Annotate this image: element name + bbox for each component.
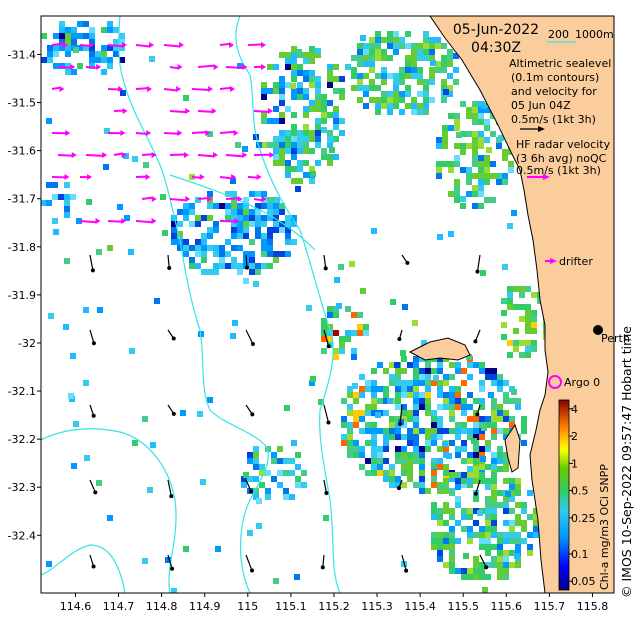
- colorbar-title: Chl-a mg/m3 OCi SNPP: [598, 464, 611, 590]
- y-tick-label: -32.4: [8, 529, 36, 542]
- perth-marker: [593, 325, 603, 335]
- drifter-label: drifter: [559, 255, 593, 268]
- altimetry-scale-arrowhead: [538, 126, 545, 132]
- copyright-caption: © IMOS 10-Sep-2022 09:57:47 Hobart time: [619, 326, 634, 598]
- colorbar-ticks: 4 2 1 0.5 0.25 0.1 0.05: [569, 403, 596, 588]
- hf-radar-arrows: [51, 42, 275, 224]
- y-axis-ticks: -31.4 -31.5 -31.6 -31.7 -31.8 -31.9 -32 -32.1 -3…: [8, 48, 41, 542]
- x-tick-label: 114.9: [189, 600, 221, 613]
- chlorophyll-pixels: [41, 21, 549, 593]
- x-tick-label: 115.1: [275, 600, 307, 613]
- altimetry-line-3: and velocity for: [511, 85, 597, 98]
- colorbar-tick-label: 0.5: [571, 485, 589, 498]
- island-outline: [408, 337, 471, 361]
- colorbar-tick-label: 4: [571, 403, 578, 416]
- altimetry-line-2: (0.1m contours): [511, 71, 599, 84]
- x-tick-label: 114.8: [146, 600, 178, 613]
- argo-label: Argo 0: [564, 376, 600, 389]
- island-outline-2: [504, 423, 521, 473]
- hf-radar-legend: HF radar velocity (3 6h avg) noQC 0.5m/s…: [516, 138, 611, 180]
- argo-marker: [548, 375, 562, 389]
- x-tick-label: 115.4: [404, 600, 436, 613]
- hf-scale-arrowhead: [543, 174, 550, 180]
- x-tick-label: 115.2: [318, 600, 350, 613]
- map-date: 05-Jun-2022: [453, 22, 539, 38]
- colorbar-tick-label: 1: [571, 457, 578, 470]
- map-time: 04:30Z: [471, 40, 521, 56]
- y-tick-label: -32.1: [8, 385, 36, 398]
- altimetry-line-5: 0.5m/s (1kt 3h): [511, 113, 596, 126]
- altimetry-arrows: [89, 254, 489, 573]
- y-tick-label: -32: [18, 337, 36, 350]
- x-tick-label: 115.7: [534, 600, 566, 613]
- bathymetry-contours: [41, 16, 341, 593]
- altimetry-line-1: Altimetric sealevel: [509, 57, 611, 70]
- perth-label: Perth: [601, 332, 630, 345]
- plot-frame: [40, 15, 615, 594]
- x-tick-label: 114.7: [103, 600, 135, 613]
- y-tick-label: -32.3: [8, 481, 36, 494]
- y-tick-label: -31.5: [8, 97, 36, 110]
- y-tick-label: -31.4: [8, 48, 36, 61]
- altimetry-legend: Altimetric sealevel (0.1m contours) and …: [509, 57, 611, 132]
- contour-legend-200: 200: [548, 28, 569, 41]
- x-tick-label: 115.3: [361, 600, 393, 613]
- x-tick-label: 115.5: [447, 600, 479, 613]
- colorbar-tick-label: 0.1: [571, 548, 589, 561]
- hf-line-2: (3 6h avg) noQC: [516, 152, 607, 165]
- y-tick-label: -31.9: [8, 289, 36, 302]
- y-tick-label: -32.2: [8, 433, 36, 446]
- hf-line-1: HF radar velocity: [516, 138, 611, 151]
- x-tick-label: 114.6: [60, 600, 92, 613]
- colorbar-tick-label: 0.05: [571, 575, 596, 588]
- contour-legend-1000: 1000m: [575, 28, 614, 41]
- colorbar-tick-label: 0.25: [571, 512, 596, 525]
- drifter-arrowhead: [550, 258, 557, 264]
- colorbar-tick-label: 2: [571, 430, 578, 443]
- x-tick-label: 115: [237, 600, 258, 613]
- altimetry-line-4: 05 Jun 04Z: [511, 99, 571, 112]
- y-tick-label: -31.8: [8, 241, 36, 254]
- y-tick-label: -31.7: [8, 193, 36, 206]
- y-tick-label: -31.6: [8, 145, 36, 158]
- x-tick-label: 115.8: [577, 600, 609, 613]
- x-axis-ticks: 114.6 114.7 114.8 114.9 115 115.1 115.2 115.3 11…: [60, 593, 608, 613]
- x-tick-label: 115.6: [491, 600, 523, 613]
- hf-line-3: 0.5m/s (1kt 3h): [516, 164, 601, 177]
- colorbar: [558, 399, 570, 591]
